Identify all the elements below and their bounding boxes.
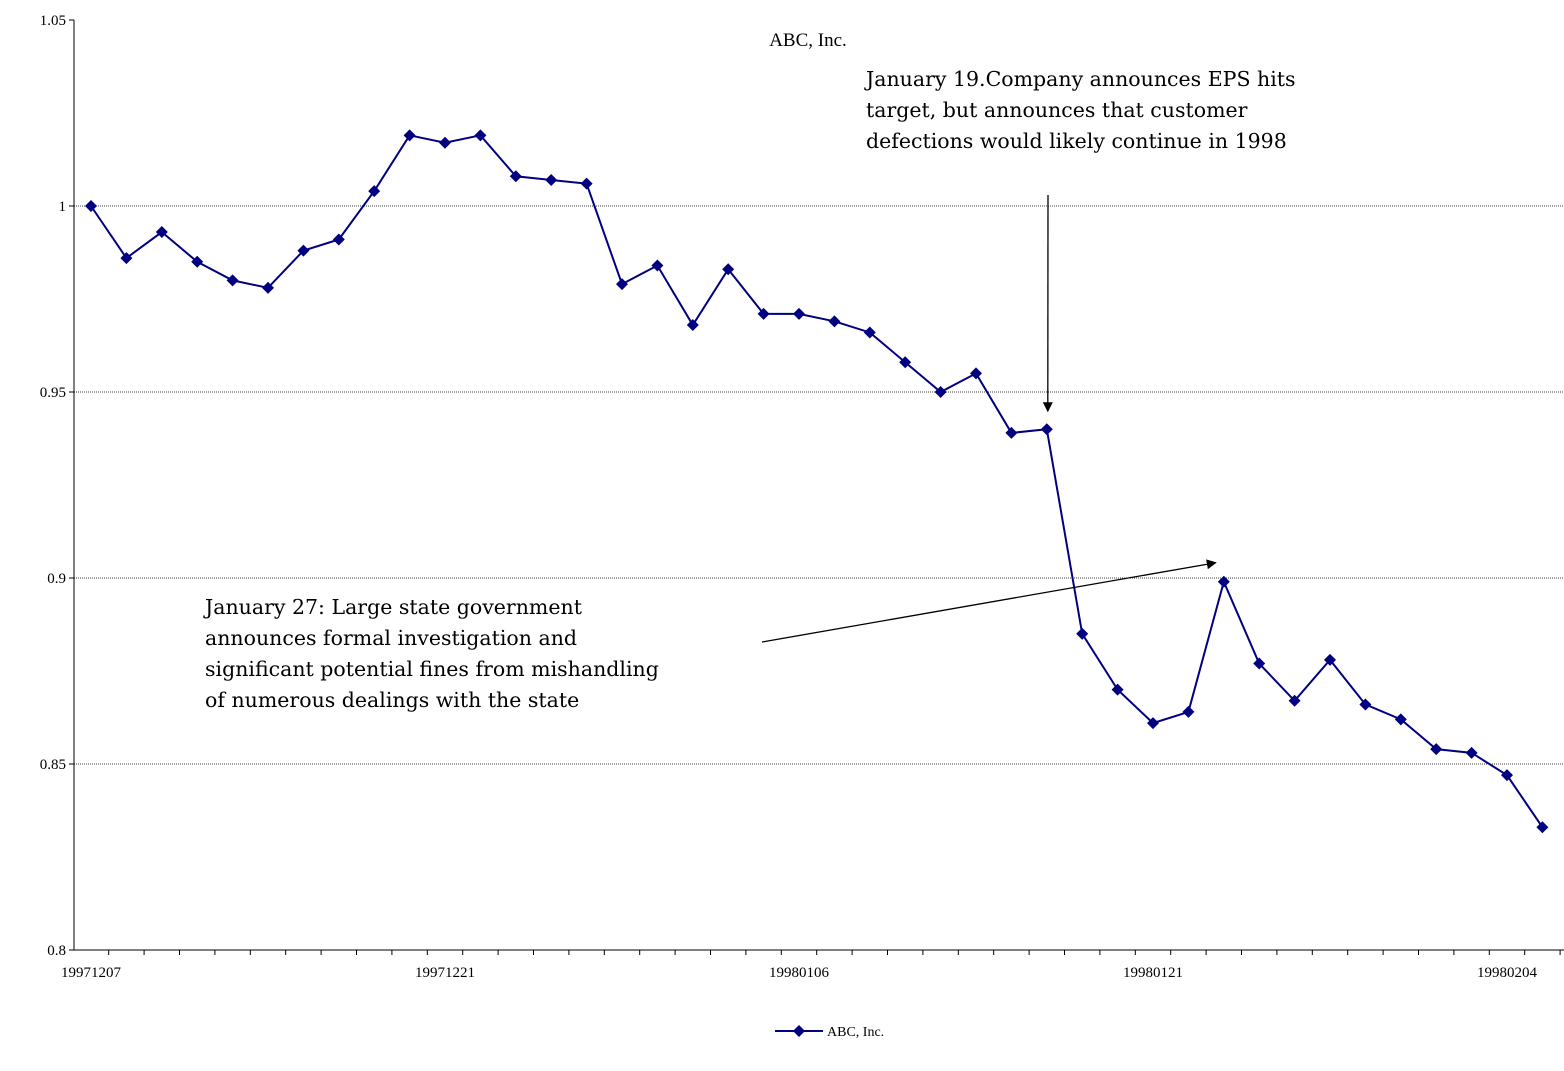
chart-title: ABC, Inc. (769, 30, 847, 51)
data-point (85, 200, 97, 212)
data-point (828, 315, 841, 328)
data-point (1040, 423, 1053, 436)
data-point (226, 274, 239, 287)
data-point (474, 129, 487, 142)
data-point (191, 255, 204, 268)
series-layer (85, 129, 1549, 834)
data-point (1465, 746, 1478, 759)
annotation-line: announces formal investigation and (205, 626, 577, 650)
data-point (1394, 713, 1407, 726)
data-point (297, 244, 310, 257)
data-point (686, 319, 699, 332)
x-tick-label: 19971221 (415, 965, 475, 981)
data-point (1536, 821, 1549, 834)
x-tick-label: 19980106 (769, 965, 830, 981)
annotation-arrow (761, 559, 1217, 643)
data-point (1288, 694, 1301, 707)
data-point (509, 170, 522, 183)
y-tick-label: 0.8 (47, 943, 66, 959)
data-point (439, 136, 451, 149)
series-line (90, 134, 1544, 828)
data-point (970, 367, 982, 380)
axes: 0.8 0.85 0.9 0.95 1 1.05 19971207 19971221 19980… (40, 13, 1564, 981)
data-point (1076, 627, 1089, 640)
legend-label: ABC, Inc. (827, 1025, 884, 1040)
data-point (1253, 657, 1266, 670)
annotation-line: January 19.Company announces EPS hits (864, 67, 1296, 91)
data-point (580, 177, 593, 190)
annotation-line: significant potential fines from mishand… (205, 657, 659, 681)
y-tick-label: 1 (59, 199, 67, 215)
data-point (934, 386, 947, 398)
x-tick-label: 19971207 (61, 965, 122, 981)
data-point (332, 233, 345, 246)
annotation-line: of numerous dealings with the state (205, 688, 579, 712)
legend-marker (793, 1025, 805, 1037)
data-point (1324, 653, 1336, 666)
data-point (1359, 698, 1372, 711)
data-point (368, 185, 381, 198)
legend: ABC, Inc. (775, 1025, 884, 1040)
gridlines (74, 205, 1564, 765)
data-point (120, 252, 133, 265)
y-tick-label: 1.05 (40, 13, 66, 29)
y-tick-label: 0.85 (40, 757, 66, 773)
data-point (863, 326, 876, 339)
data-point (1111, 683, 1124, 696)
annotation-line: target, but announces that customer (866, 98, 1248, 122)
annotation-line: January 27: Large state government (203, 595, 583, 619)
data-point (757, 307, 770, 320)
annotations: January 19.Company announces EPS hits tar… (203, 67, 1296, 712)
y-tick-label: 0.9 (47, 571, 66, 587)
data-point (155, 226, 168, 239)
x-tick-label: 19980204 (1477, 965, 1538, 981)
data-point (1217, 575, 1230, 588)
data-point (545, 173, 558, 186)
data-point (1182, 705, 1195, 718)
data-point (262, 281, 274, 294)
data-point (616, 278, 628, 291)
data-point (403, 129, 416, 142)
data-point (899, 356, 912, 369)
annotation-line: defections would likely continue in 1998 (866, 129, 1287, 153)
data-point (722, 263, 735, 276)
data-point (793, 307, 805, 320)
data-point (1005, 426, 1018, 439)
data-point (1501, 769, 1513, 782)
data-point (1430, 743, 1443, 756)
x-tick-label: 19980121 (1123, 965, 1183, 981)
data-point (651, 259, 664, 272)
data-point (1147, 717, 1159, 730)
y-tick-label: 0.95 (40, 385, 66, 401)
